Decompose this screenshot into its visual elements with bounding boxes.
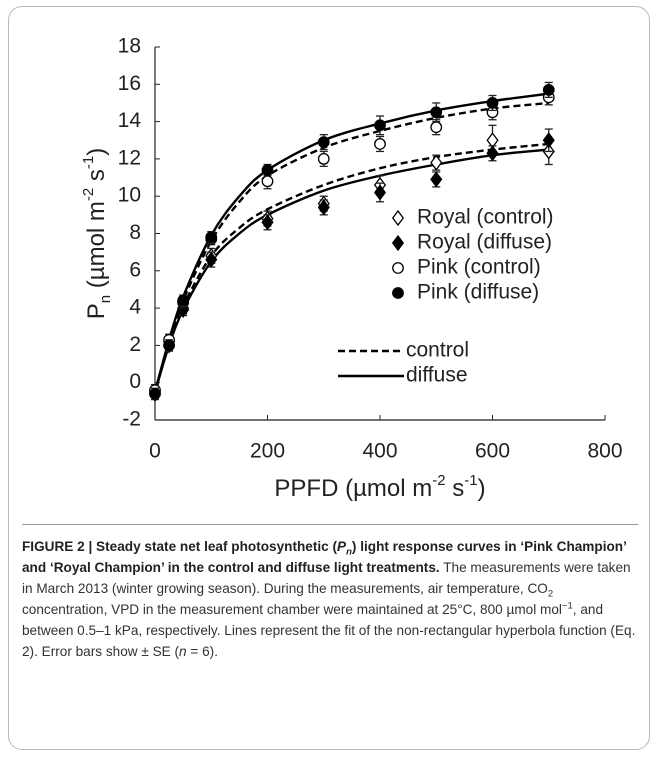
fit-curve	[153, 142, 549, 393]
legend-marker	[392, 287, 404, 299]
marker	[149, 387, 161, 400]
legend-label: Royal (control)	[417, 206, 554, 229]
marker	[542, 132, 555, 149]
y-tick-label: 4	[129, 296, 141, 319]
marker	[261, 214, 274, 231]
x-tick-label: 200	[250, 440, 285, 463]
marker	[430, 121, 443, 134]
x-label: PPFD (µmol m-2 s-1)	[274, 472, 485, 502]
marker	[430, 106, 443, 119]
label-part: n	[97, 295, 114, 303]
caption-run: n	[346, 546, 352, 558]
label-part: -1	[464, 472, 477, 489]
label-part: )	[478, 475, 486, 502]
separator	[22, 524, 638, 525]
label-part: PPFD (µmol m	[274, 475, 432, 502]
caption-run: The measurements were taken in March 201…	[22, 560, 631, 596]
marker	[374, 119, 386, 132]
marker	[542, 83, 555, 96]
marker	[486, 97, 499, 109]
x-tick-label: 600	[475, 440, 510, 463]
legend-label: Pink (control)	[417, 256, 541, 279]
legend-marker	[392, 262, 404, 274]
y-tick-label: 2	[129, 333, 141, 356]
marker	[261, 164, 274, 176]
marker	[317, 136, 330, 149]
x-tick-label: 0	[149, 440, 161, 463]
y-label: Pn (µmol m-2 s-1)	[80, 148, 114, 320]
y-tick-label: 12	[118, 146, 141, 169]
label-part: -2	[80, 188, 97, 201]
y-tick-label: 10	[118, 184, 141, 207]
caption-run: = 6).	[186, 644, 218, 659]
marker	[430, 154, 443, 171]
caption-run: −1	[561, 600, 573, 612]
y-tick-label: 18	[118, 35, 141, 58]
caption-run: concentration, VPD in the measurement ch…	[22, 602, 562, 617]
marker	[374, 138, 386, 150]
y-tick-label: 8	[129, 221, 141, 244]
marker	[486, 132, 499, 149]
legend-marker	[391, 234, 405, 252]
marker	[486, 145, 499, 162]
legend-marker	[391, 209, 405, 227]
label-part: )	[83, 148, 110, 156]
marker	[205, 231, 218, 244]
marker	[317, 199, 330, 216]
caption-run: P	[337, 539, 347, 554]
label-part: (µmol m	[83, 201, 110, 295]
legend-label: Pink (diffuse)	[417, 281, 539, 304]
caption: FIGURE 2 | Steady state net leaf photosy…	[22, 536, 636, 662]
marker	[205, 251, 218, 268]
figure-frame	[8, 6, 650, 750]
label-part: P	[83, 303, 110, 319]
legend-label: diffuse	[406, 364, 468, 387]
caption-run: n	[179, 644, 187, 659]
y-tick-label: 16	[118, 72, 141, 95]
caption-run: ) light response curves in ‘Pink Champio…	[22, 539, 627, 575]
marker	[177, 294, 190, 307]
marker	[373, 184, 387, 201]
label-part: -2	[432, 472, 445, 489]
marker	[317, 152, 330, 165]
label-part: s	[446, 475, 465, 502]
caption-run: FIGURE 2 | Steady state net leaf photosy…	[22, 539, 338, 554]
label-part: s	[83, 169, 110, 188]
chart: -2 0 2 4 6 8 10 12 14 16 18 0 200 400 600 800 PPFD (µmol…	[80, 35, 622, 503]
y-tick-label: 6	[129, 258, 141, 281]
y-tick-label: -2	[122, 408, 141, 431]
legend-label: Royal (diffuse)	[417, 231, 552, 254]
x-tick-label: 400	[362, 440, 397, 463]
label-part: -1	[80, 156, 97, 169]
caption-run: 2	[547, 588, 554, 600]
marker	[163, 339, 175, 352]
x-tick-label: 800	[587, 440, 622, 463]
legend-label: control	[406, 339, 469, 362]
y-tick-label: 0	[129, 370, 141, 393]
caption-run: , and between 0.5–1 kPa, respectively. L…	[22, 602, 636, 659]
marker	[261, 175, 274, 188]
marker	[430, 171, 443, 188]
y-tick-label: 14	[118, 109, 142, 132]
